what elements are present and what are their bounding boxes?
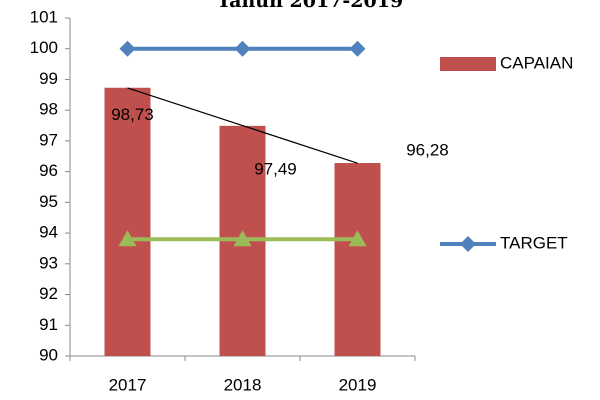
chart-title: Tahun 2017-2019 xyxy=(217,0,403,12)
marker xyxy=(349,40,366,57)
y-tick-label: 96 xyxy=(39,161,58,180)
data-label: 96,28 xyxy=(406,141,449,160)
y-tick-label: 94 xyxy=(39,223,58,242)
marker xyxy=(234,40,251,57)
y-tick-label: 101 xyxy=(30,7,58,26)
data-label: 98,73 xyxy=(111,105,154,124)
y-tick-label: 95 xyxy=(39,192,58,211)
bar xyxy=(104,87,151,356)
y-tick-label: 98 xyxy=(39,100,58,119)
data-label: 97,49 xyxy=(254,159,297,178)
y-tick-label: 91 xyxy=(39,315,58,334)
legend-label: CAPAIAN xyxy=(500,53,573,72)
x-tick-label: 2018 xyxy=(224,375,262,394)
y-tick-label: 97 xyxy=(39,130,58,149)
legend-swatch xyxy=(440,57,496,71)
y-tick-label: 92 xyxy=(39,284,58,303)
y-tick-label: 90 xyxy=(39,345,58,364)
marker xyxy=(118,230,137,247)
marker xyxy=(348,230,367,247)
legend-marker xyxy=(460,236,476,252)
bar xyxy=(334,163,381,356)
y-tick-label: 100 xyxy=(30,38,58,57)
legend-label: TARGET xyxy=(500,233,568,252)
trendline xyxy=(127,87,358,164)
y-tick-label: 93 xyxy=(39,253,58,272)
x-tick-label: 2019 xyxy=(339,375,377,394)
x-tick-label: 2017 xyxy=(109,375,147,394)
marker xyxy=(233,230,252,247)
y-tick-label: 99 xyxy=(39,69,58,88)
marker xyxy=(119,40,136,57)
